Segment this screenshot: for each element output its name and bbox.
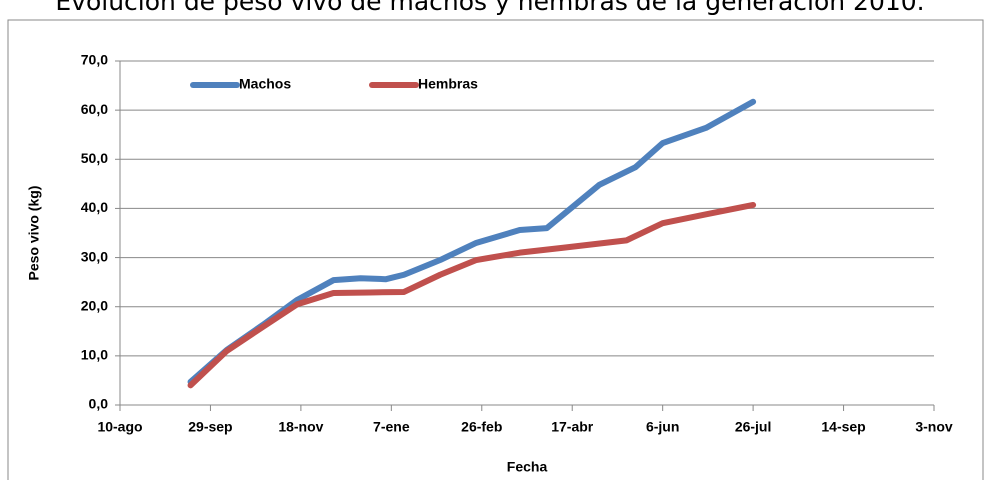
x-tick-label: 6-jun xyxy=(646,419,679,435)
y-tick-label: 0,0 xyxy=(89,396,109,412)
chart-title: Evolución de peso vivo de machos y hembr… xyxy=(55,0,924,16)
y-tick-label: 50,0 xyxy=(81,150,108,166)
y-tick-label: 40,0 xyxy=(81,199,108,215)
x-tick-label: 26-jul xyxy=(735,419,772,435)
line-series xyxy=(187,98,757,385)
legend-label: Machos xyxy=(239,76,291,92)
y-tick-label: 60,0 xyxy=(81,101,108,117)
y-axis-label: Peso vivo (kg) xyxy=(26,186,42,281)
line-series xyxy=(187,201,757,389)
x-tick-label: 26-feb xyxy=(461,419,502,435)
x-tick-label: 17-abr xyxy=(551,419,594,435)
legend-label: Hembras xyxy=(418,76,478,92)
x-tick-label: 14-sep xyxy=(821,419,865,435)
x-tick-label: 18-nov xyxy=(278,419,323,435)
y-tick-label: 30,0 xyxy=(81,248,108,264)
x-tick-label: 3-nov xyxy=(915,419,953,435)
x-tick-label: 29-sep xyxy=(188,419,232,435)
x-axis-label: Fecha xyxy=(507,459,548,475)
y-tick-label: 70,0 xyxy=(81,52,108,68)
x-tick-label: 7-ene xyxy=(373,419,410,435)
y-tick-label: 20,0 xyxy=(81,297,108,313)
x-tick-label: 10-ago xyxy=(97,419,142,435)
chart-frame xyxy=(7,19,984,480)
y-tick-label: 10,0 xyxy=(81,347,108,363)
